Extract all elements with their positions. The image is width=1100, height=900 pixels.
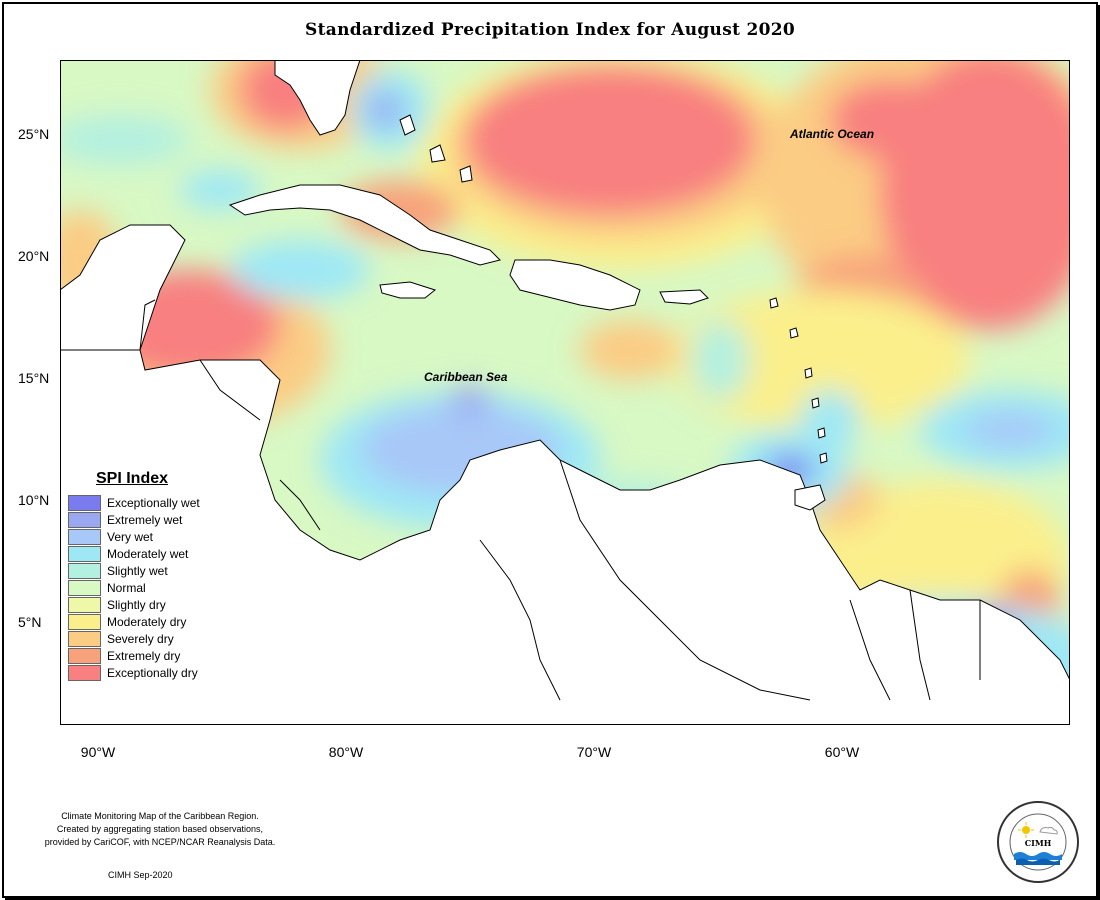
spi-map (60, 60, 1070, 725)
legend-item: Moderately dry (68, 613, 288, 630)
legend-label: Moderately wet (107, 546, 189, 561)
credit-line-1: Climate Monitoring Map of the Caribbean … (61, 811, 259, 821)
puerto-rico (659, 289, 709, 305)
legend-label: Exceptionally wet (107, 495, 200, 510)
lon-label-60w: 60°W (824, 744, 860, 760)
cimh-logo: CIMH (997, 801, 1079, 883)
bahamas (399, 114, 473, 183)
florida (274, 60, 361, 136)
lon-label-80w: 80°W (328, 744, 364, 760)
central-america (60, 349, 1070, 725)
legend-title: SPI Index (96, 470, 169, 487)
legend-item: Slightly wet (68, 562, 288, 579)
legend-swatch (68, 494, 101, 511)
trinidad (794, 484, 826, 511)
legend-label: Exceptionally dry (107, 665, 198, 680)
legend-item: Extremely dry (68, 647, 288, 664)
cuba (228, 184, 501, 266)
legend-item: Moderately wet (68, 545, 288, 562)
legend-item: Severely dry (68, 630, 288, 647)
legend-swatch (68, 562, 101, 579)
legend-label: Severely dry (107, 631, 174, 646)
legend-items: Exceptionally wet Extremely wet Very wet Mo… (68, 494, 288, 681)
map-title: Standardized Precipitation Index for Aug… (305, 20, 795, 40)
legend-swatch (68, 630, 101, 647)
lat-label-20n: 20°N (18, 248, 50, 264)
legend-label: Slightly dry (107, 597, 166, 612)
legend-swatch (68, 664, 101, 681)
logo-text: CIMH (1025, 838, 1052, 848)
hispaniola (509, 259, 641, 311)
jamaica (379, 281, 437, 299)
legend-label: Slightly wet (107, 563, 168, 578)
legend-item: Very wet (68, 528, 288, 545)
lat-label-25n: 25°N (18, 126, 50, 142)
lat-label-15n: 15°N (18, 370, 50, 386)
legend-swatch (68, 545, 101, 562)
credit-date: CIMH Sep-2020 (108, 870, 173, 880)
lon-label-90w: 90°W (80, 744, 116, 760)
legend-swatch (68, 647, 101, 664)
cloud-icon (1039, 826, 1058, 835)
legend-label: Moderately dry (107, 614, 187, 629)
lat-label-10n: 10°N (18, 492, 50, 508)
legend-label: Very wet (107, 529, 154, 544)
lesser-antilles (769, 297, 828, 464)
legend-swatch (68, 596, 101, 613)
legend-item: Normal (68, 579, 288, 596)
credit-line-2: Created by aggregating station based obs… (56, 824, 264, 834)
atlantic-ocean-label: Atlantic Ocean (790, 127, 875, 141)
legend-item: Extremely wet (68, 511, 288, 528)
legend-item: Slightly dry (68, 596, 288, 613)
legend-item: Exceptionally dry (68, 664, 288, 681)
waves-icon (1014, 852, 1062, 860)
credit-line-3: provided by CariCOF, with NCEP/NCAR Rean… (44, 837, 276, 847)
legend-swatch (68, 579, 101, 596)
credit-text: Climate Monitoring Map of the Caribbean … (30, 810, 290, 849)
legend-item: Exceptionally wet (68, 494, 288, 511)
legend-label: Extremely wet (107, 512, 183, 527)
spi-legend: SPI Index Exceptionally wet Extremely wet… (68, 470, 288, 681)
country-borders (139, 299, 981, 701)
lat-label-5n: 5°N (18, 614, 42, 630)
legend-swatch (68, 511, 101, 528)
caribbean-sea-label: Caribbean Sea (424, 370, 508, 384)
legend-label: Extremely dry (107, 648, 181, 663)
legend-swatch (68, 613, 101, 630)
land-masses (60, 60, 1070, 725)
lon-label-70w: 70°W (576, 744, 612, 760)
legend-label: Normal (107, 580, 146, 595)
legend-swatch (68, 528, 101, 545)
sun-icon (1022, 826, 1030, 834)
